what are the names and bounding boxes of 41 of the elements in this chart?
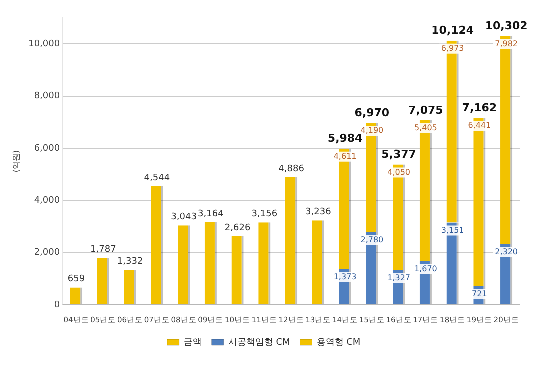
y-tick-label: 8,000 bbox=[34, 92, 60, 102]
legend-label: 시공책임형 CM bbox=[228, 338, 290, 348]
data-label: 1,373 bbox=[334, 272, 357, 282]
legend-label: 용역형 CM bbox=[316, 338, 361, 348]
data-label: 1,787 bbox=[90, 245, 116, 256]
data-label: 1,332 bbox=[117, 257, 144, 268]
total-label: 7,162 bbox=[462, 101, 498, 114]
total-label: 10,124 bbox=[432, 24, 474, 38]
data-label: 1,327 bbox=[388, 273, 411, 282]
data-label: 3,156 bbox=[252, 210, 278, 220]
data-label: 6,441 bbox=[468, 121, 492, 130]
data-label: 721 bbox=[472, 289, 488, 298]
data-label: 659 bbox=[68, 274, 86, 285]
data-label: 2,320 bbox=[495, 248, 518, 257]
y-tick-label: 4,000 bbox=[34, 196, 60, 206]
data-label: 4,611 bbox=[334, 152, 357, 161]
legend-label: 금액 bbox=[184, 338, 202, 348]
data-label: 5,405 bbox=[414, 123, 438, 132]
total-label: 10,302 bbox=[485, 20, 528, 33]
data-label: 7,982 bbox=[495, 39, 518, 48]
data-label: 4,050 bbox=[388, 168, 411, 177]
data-label: 1,670 bbox=[414, 264, 438, 274]
total-label: 5,984 bbox=[328, 132, 364, 146]
y-tick-label: 2,000 bbox=[34, 248, 60, 258]
total-label: 7,075 bbox=[408, 104, 444, 117]
y-tick-label: 0 bbox=[54, 300, 60, 310]
data-label: 2,780 bbox=[360, 236, 384, 245]
data-label: 4,544 bbox=[144, 173, 170, 184]
data-label: 3,043 bbox=[171, 212, 197, 222]
data-label: 6,973 bbox=[441, 44, 464, 53]
y-tick-label: 6,000 bbox=[34, 144, 60, 154]
total-label: 6,970 bbox=[354, 106, 390, 120]
total-label: 5,377 bbox=[382, 148, 416, 162]
data-label: 4,886 bbox=[278, 164, 305, 174]
y-tick-label: 10,000 bbox=[28, 39, 60, 50]
data-label: 3,151 bbox=[441, 226, 464, 235]
data-label: 4,190 bbox=[360, 126, 384, 136]
data-label: 3,236 bbox=[306, 207, 332, 218]
data-label: 2,626 bbox=[224, 223, 251, 234]
data-label: 3,164 bbox=[198, 209, 224, 220]
y-axis-title: (억원) bbox=[12, 150, 21, 173]
